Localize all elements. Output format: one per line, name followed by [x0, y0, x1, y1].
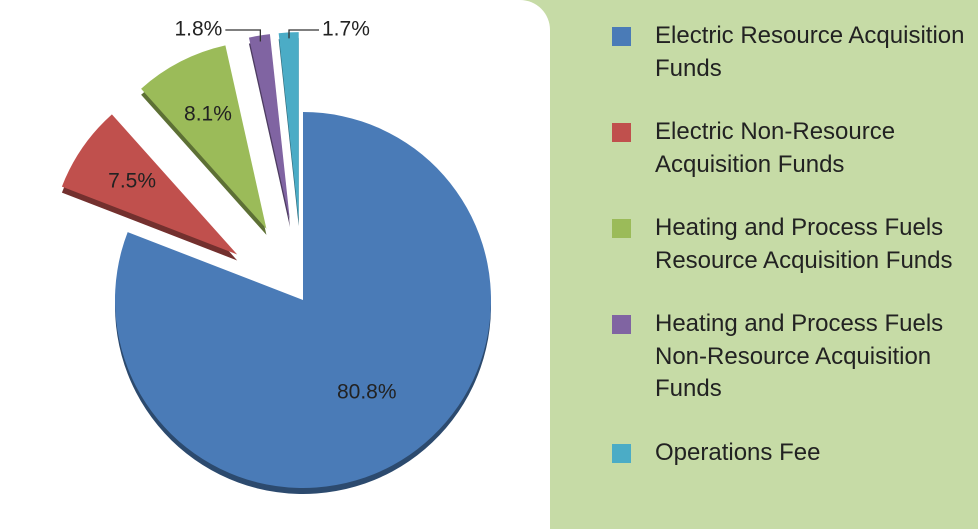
legend-entry: Heating and Process Fuels Resource Acqui… [612, 212, 972, 277]
data-label: 1.8% [174, 18, 222, 41]
data-label: 8.1% [184, 103, 232, 126]
legend-swatch [612, 219, 631, 238]
slice [248, 34, 290, 222]
legend-label: Electric Non-Resource Acquisition Funds [655, 118, 896, 178]
legend-swatch [612, 27, 631, 46]
data-label: 7.5% [108, 169, 156, 192]
slice [141, 45, 267, 229]
data-label: 1.7% [322, 18, 370, 41]
leader-line [288, 29, 319, 39]
legend-label: Electric Resource Acquisition Funds [655, 22, 965, 82]
slice-edge [248, 40, 290, 228]
leader-line [225, 29, 261, 42]
legend-swatch [612, 443, 631, 463]
legend-label: Operations Fee [655, 438, 821, 466]
slice [61, 114, 238, 255]
legend-entry: Heating and Process Fuels Non-Resource A… [612, 308, 972, 406]
data-label: 80.8% [337, 381, 397, 404]
legend-swatch [612, 123, 631, 142]
legend-entry: Electric Non-Resource Acquisition Funds [612, 116, 972, 181]
legend: Electric Resource Acquisition Funds Elect… [612, 20, 972, 500]
legend-entry: Electric Resource Acquisition Funds [612, 20, 972, 85]
legend-label: Heating and Process Fuels Resource Acqui… [655, 214, 953, 274]
legend-label: Heating and Process Fuels Non-Resource A… [655, 310, 944, 402]
legend-entry: Operations Fee [612, 437, 972, 470]
slice [114, 112, 492, 488]
legend-swatch [612, 315, 631, 334]
slice [278, 32, 299, 221]
